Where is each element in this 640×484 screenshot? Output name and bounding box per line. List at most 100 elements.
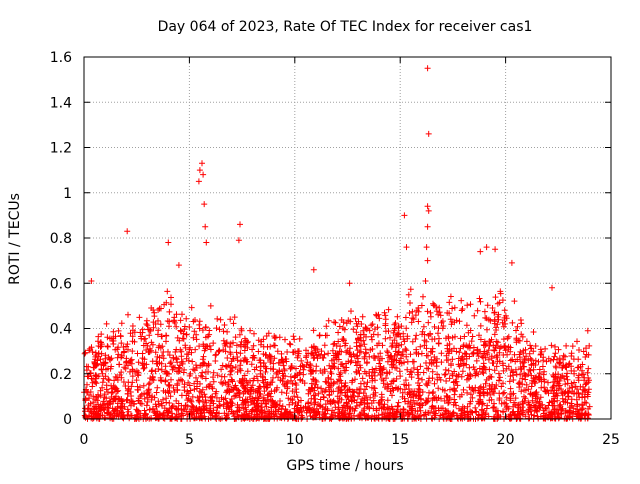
data-point-marker — [410, 397, 417, 404]
data-point-marker — [322, 401, 329, 408]
data-point-marker — [170, 317, 177, 324]
data-point-marker — [330, 363, 337, 370]
data-point-marker — [260, 379, 267, 386]
data-point-marker — [335, 338, 342, 345]
data-point-marker — [371, 326, 378, 333]
data-point-marker — [584, 369, 591, 376]
data-point-marker — [278, 405, 285, 412]
data-point-marker — [487, 373, 494, 380]
data-point-marker — [418, 350, 425, 357]
data-point-marker — [375, 353, 382, 360]
data-point-marker — [442, 371, 449, 378]
data-point-marker — [181, 387, 188, 394]
data-point-marker — [351, 388, 358, 395]
data-point-marker — [287, 341, 294, 348]
data-point-marker — [427, 309, 434, 316]
data-point-marker — [294, 394, 301, 401]
data-point-marker — [138, 335, 145, 342]
data-point-marker — [99, 379, 106, 386]
data-point-marker — [528, 372, 535, 379]
data-point-marker — [225, 404, 232, 411]
data-point-marker — [400, 412, 407, 419]
data-point-marker — [435, 407, 442, 414]
data-point-marker — [477, 336, 484, 343]
data-point-marker — [320, 393, 327, 400]
data-point-marker — [552, 392, 559, 398]
data-point-marker — [490, 360, 497, 366]
data-point-marker — [443, 335, 449, 342]
data-point-marker — [118, 397, 125, 404]
x-axis-label: GPS time / hours — [286, 458, 403, 474]
data-point-marker — [389, 364, 396, 371]
data-point-marker — [238, 325, 245, 332]
data-point-marker — [113, 413, 120, 420]
data-point-marker — [278, 350, 285, 357]
data-point-marker — [484, 302, 491, 309]
data-point-marker — [178, 358, 185, 365]
data-point-marker — [126, 415, 133, 422]
data-point-marker — [496, 377, 502, 384]
data-point-marker — [220, 403, 227, 410]
data-point-marker — [353, 362, 360, 369]
data-point-marker — [237, 350, 244, 357]
data-point-marker — [336, 323, 343, 330]
data-point-marker — [239, 380, 246, 387]
data-point-marker — [384, 397, 391, 404]
data-point-marker — [439, 325, 446, 332]
data-point-marker — [508, 259, 515, 266]
data-point-marker — [296, 335, 303, 342]
data-point-marker — [108, 385, 115, 392]
data-point-marker — [167, 360, 174, 367]
data-point-marker — [483, 244, 490, 251]
data-point-marker — [304, 407, 311, 414]
data-point-marker — [354, 393, 361, 400]
data-point-marker — [314, 355, 321, 362]
data-point-marker — [512, 412, 519, 419]
data-point-marker — [445, 399, 452, 406]
data-point-marker — [434, 371, 441, 378]
data-point-marker — [133, 406, 140, 413]
data-point-marker — [125, 385, 132, 392]
data-point-marker — [238, 338, 245, 345]
data-point-marker — [519, 333, 526, 340]
data-point-marker — [413, 350, 420, 357]
data-point-marker — [505, 363, 512, 370]
data-point-marker — [464, 376, 470, 383]
data-point-marker — [495, 370, 502, 377]
data-point-marker — [251, 330, 257, 337]
data-point-marker — [451, 387, 458, 394]
data-point-marker — [105, 389, 111, 396]
data-point-marker — [580, 371, 587, 378]
data-point-marker — [174, 406, 180, 413]
data-point-marker — [169, 403, 176, 410]
data-point-marker — [456, 349, 463, 356]
data-point-marker — [585, 389, 592, 396]
data-point-marker — [274, 384, 281, 391]
data-point-marker — [340, 363, 347, 370]
data-point-marker — [286, 340, 293, 347]
data-point-marker — [453, 372, 460, 379]
data-point-marker — [408, 374, 415, 381]
data-point-marker — [379, 355, 385, 362]
data-point-marker — [427, 348, 434, 355]
data-point-marker — [281, 415, 288, 422]
data-point-marker — [520, 400, 527, 407]
data-point-marker — [546, 399, 553, 406]
data-point-marker — [583, 345, 589, 352]
y-tick-label: 0.4 — [50, 322, 72, 338]
data-point-marker — [513, 327, 519, 334]
data-point-marker — [294, 408, 301, 415]
data-point-marker — [170, 384, 177, 391]
data-point-marker — [494, 321, 501, 328]
data-point-marker — [330, 397, 337, 404]
data-point-marker — [270, 366, 277, 373]
data-point-marker — [160, 396, 166, 403]
data-point-marker — [149, 367, 156, 374]
data-point-marker — [174, 334, 181, 341]
data-point-marker — [446, 299, 453, 306]
data-point-marker — [418, 302, 425, 309]
data-point-marker — [255, 403, 262, 410]
data-point-marker — [184, 397, 191, 404]
data-point-marker — [178, 328, 185, 335]
data-point-marker — [222, 363, 229, 370]
